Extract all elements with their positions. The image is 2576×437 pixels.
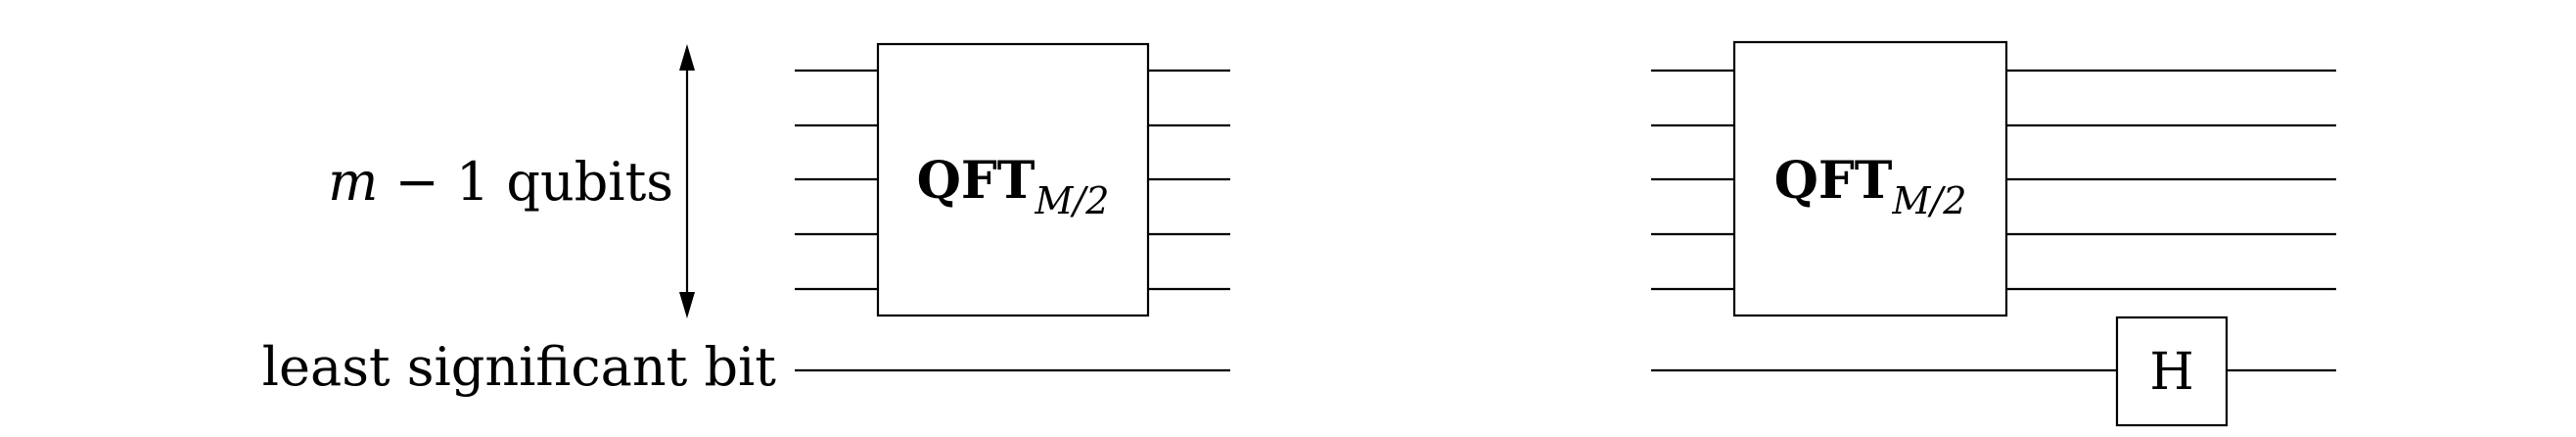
register-size-label: m − 1 qubits bbox=[328, 151, 673, 213]
right-qft-output-wires bbox=[2006, 69, 2336, 291]
lsb-label: least significant bit bbox=[262, 336, 777, 398]
left-qft-input-wires bbox=[795, 69, 878, 291]
register-size-variable: m bbox=[328, 151, 378, 213]
qubit-range-arrow bbox=[679, 44, 695, 318]
right-qft-gate-label: QFTM/2 bbox=[1774, 151, 1967, 222]
right-circuit: QFTM/2 H bbox=[1651, 40, 2336, 427]
hadamard-gate-label: H bbox=[2149, 343, 2193, 402]
right-qft-gate: QFTM/2 bbox=[1732, 40, 2008, 317]
left-qft-gate: QFTM/2 bbox=[876, 42, 1150, 317]
register-size-text: − 1 qubits bbox=[378, 151, 673, 213]
right-qft-input-wires bbox=[1651, 69, 1734, 291]
qft-gate-subscript: M/2 bbox=[1892, 179, 1967, 222]
left-circuit: m − 1 qubits least significant bit QFTM/… bbox=[262, 42, 1230, 398]
qft-gate-subscript: M/2 bbox=[1035, 179, 1110, 222]
hadamard-gate: H bbox=[2115, 316, 2229, 427]
qft-gate-name: QFT bbox=[1774, 151, 1893, 211]
left-qft-output-wires bbox=[1148, 69, 1230, 291]
left-qft-gate-label: QFTM/2 bbox=[917, 151, 1110, 222]
qft-gate-name: QFT bbox=[917, 151, 1035, 211]
